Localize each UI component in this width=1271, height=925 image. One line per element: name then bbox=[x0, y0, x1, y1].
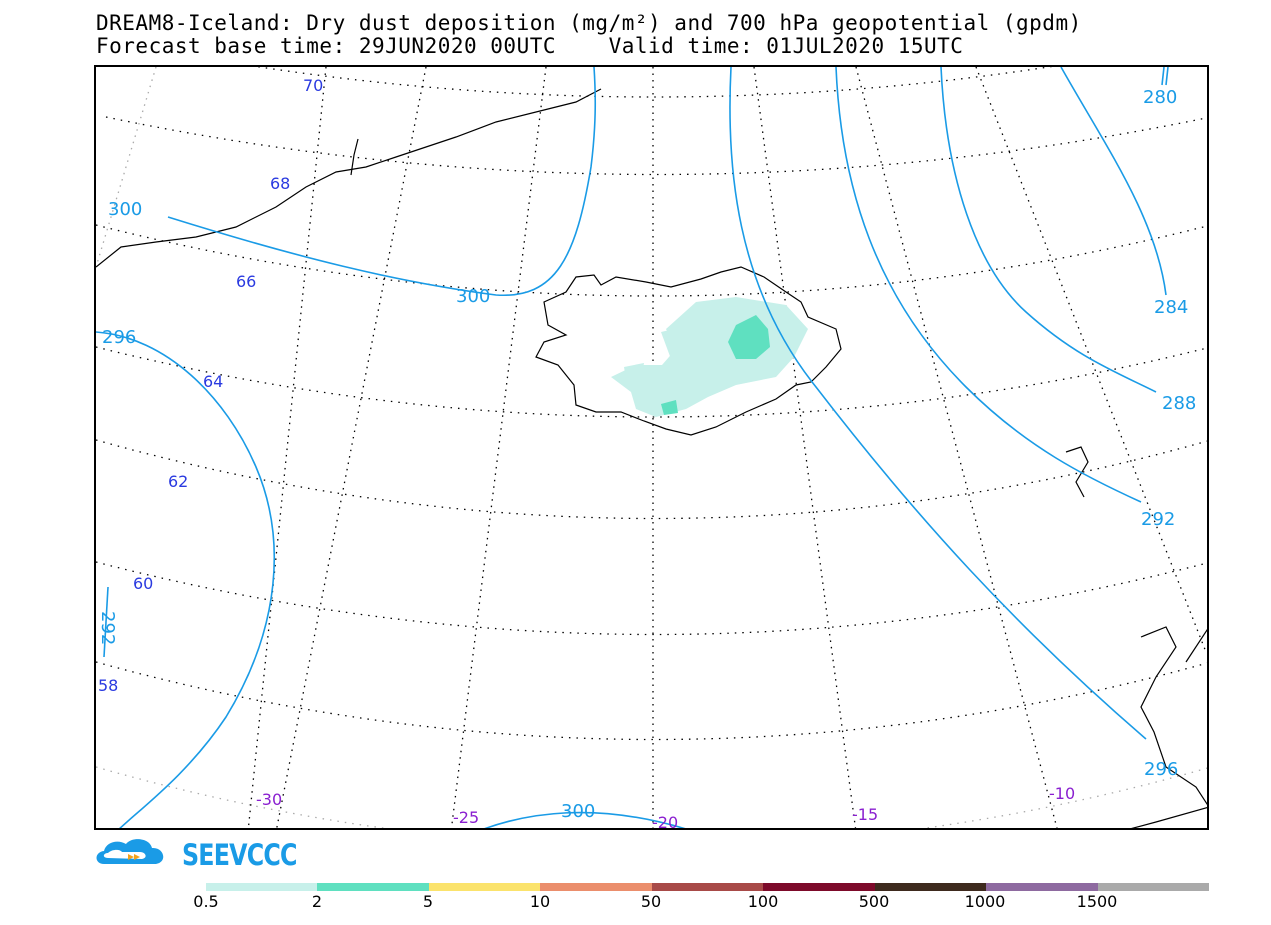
colorbar-swatch bbox=[540, 883, 652, 891]
seevccc-logo bbox=[96, 839, 164, 864]
colorbar-swatch bbox=[874, 883, 987, 891]
contour-label: 300 bbox=[561, 801, 595, 822]
colorbar-tick-label: 5 bbox=[422, 892, 434, 911]
lat-label-58: 58 bbox=[98, 676, 118, 695]
seevccc-logo-text: SEEVCCC bbox=[182, 838, 297, 872]
dust-deposition-shading bbox=[611, 297, 808, 417]
contour-label: 292 bbox=[1141, 509, 1175, 530]
map-panel[interactable]: 70 68 66 64 62 60 58 -30 -25 -20 -15 -10… bbox=[94, 65, 1209, 830]
colorbar-swatch bbox=[1097, 883, 1209, 891]
contour-label: 292 bbox=[97, 611, 118, 645]
contour-label: 296 bbox=[102, 327, 136, 348]
lon-label-minus20: -20 bbox=[652, 813, 678, 830]
colorbar-swatch bbox=[317, 883, 429, 891]
contour-label: 280 bbox=[1143, 87, 1177, 108]
colorbar-swatch bbox=[986, 883, 1098, 891]
colorbar-tick-label: 100 bbox=[747, 892, 779, 911]
lon-label-minus15: -15 bbox=[852, 805, 878, 824]
lat-label-64: 64 bbox=[203, 372, 223, 391]
map-subtitle: Forecast base time: 29JUN2020 00UTC Vali… bbox=[96, 34, 964, 58]
colorbar-swatch bbox=[651, 883, 764, 891]
contour-label: 288 bbox=[1162, 393, 1196, 414]
colorbar-tick-label: 1000 bbox=[964, 892, 1006, 911]
colorbar-tick-label: 500 bbox=[858, 892, 890, 911]
lat-label-66: 66 bbox=[236, 272, 256, 291]
colorbar-tick-label: 10 bbox=[529, 892, 551, 911]
map-canvas: 70 68 66 64 62 60 58 -30 -25 -20 -15 -10… bbox=[96, 67, 1207, 830]
lon-label-minus25: -25 bbox=[453, 808, 479, 827]
colorbar-swatch bbox=[206, 883, 318, 891]
lat-label-68: 68 bbox=[270, 174, 290, 193]
contour-label: 300 bbox=[108, 199, 142, 220]
contour-label: 284 bbox=[1154, 297, 1188, 318]
lat-label-62: 62 bbox=[168, 472, 188, 491]
contour-label: 296 bbox=[1144, 759, 1178, 780]
geopotential-contours bbox=[96, 67, 1169, 828]
colorbar bbox=[206, 883, 1209, 891]
longitude-gridlines bbox=[96, 67, 1207, 828]
colorbar-swatch bbox=[763, 883, 875, 891]
contour-labels: 300 300 300 296 292 296 292 288 284 280 bbox=[97, 87, 1196, 822]
colorbar-tick-label: 0.5 bbox=[193, 892, 219, 911]
contour-label: 300 bbox=[456, 286, 490, 307]
map-title: DREAM8-Iceland: Dry dust deposition (mg/… bbox=[96, 11, 1082, 35]
lat-label-60: 60 bbox=[133, 574, 153, 593]
colorbar-swatch bbox=[428, 883, 541, 891]
lat-label-70: 70 bbox=[303, 76, 323, 95]
coastlines bbox=[96, 88, 1207, 828]
longitude-labels: -30 -25 -20 -15 -10 bbox=[256, 784, 1075, 830]
latitude-gridlines bbox=[96, 67, 1207, 828]
colorbar-tick-label: 2 bbox=[311, 892, 323, 911]
lon-label-minus30: -30 bbox=[256, 790, 282, 809]
lon-label-minus10: -10 bbox=[1049, 784, 1075, 803]
colorbar-tick-label: 1500 bbox=[1076, 892, 1118, 911]
colorbar-tick-label: 50 bbox=[640, 892, 662, 911]
latitude-labels: 70 68 66 64 62 60 58 bbox=[98, 76, 323, 695]
